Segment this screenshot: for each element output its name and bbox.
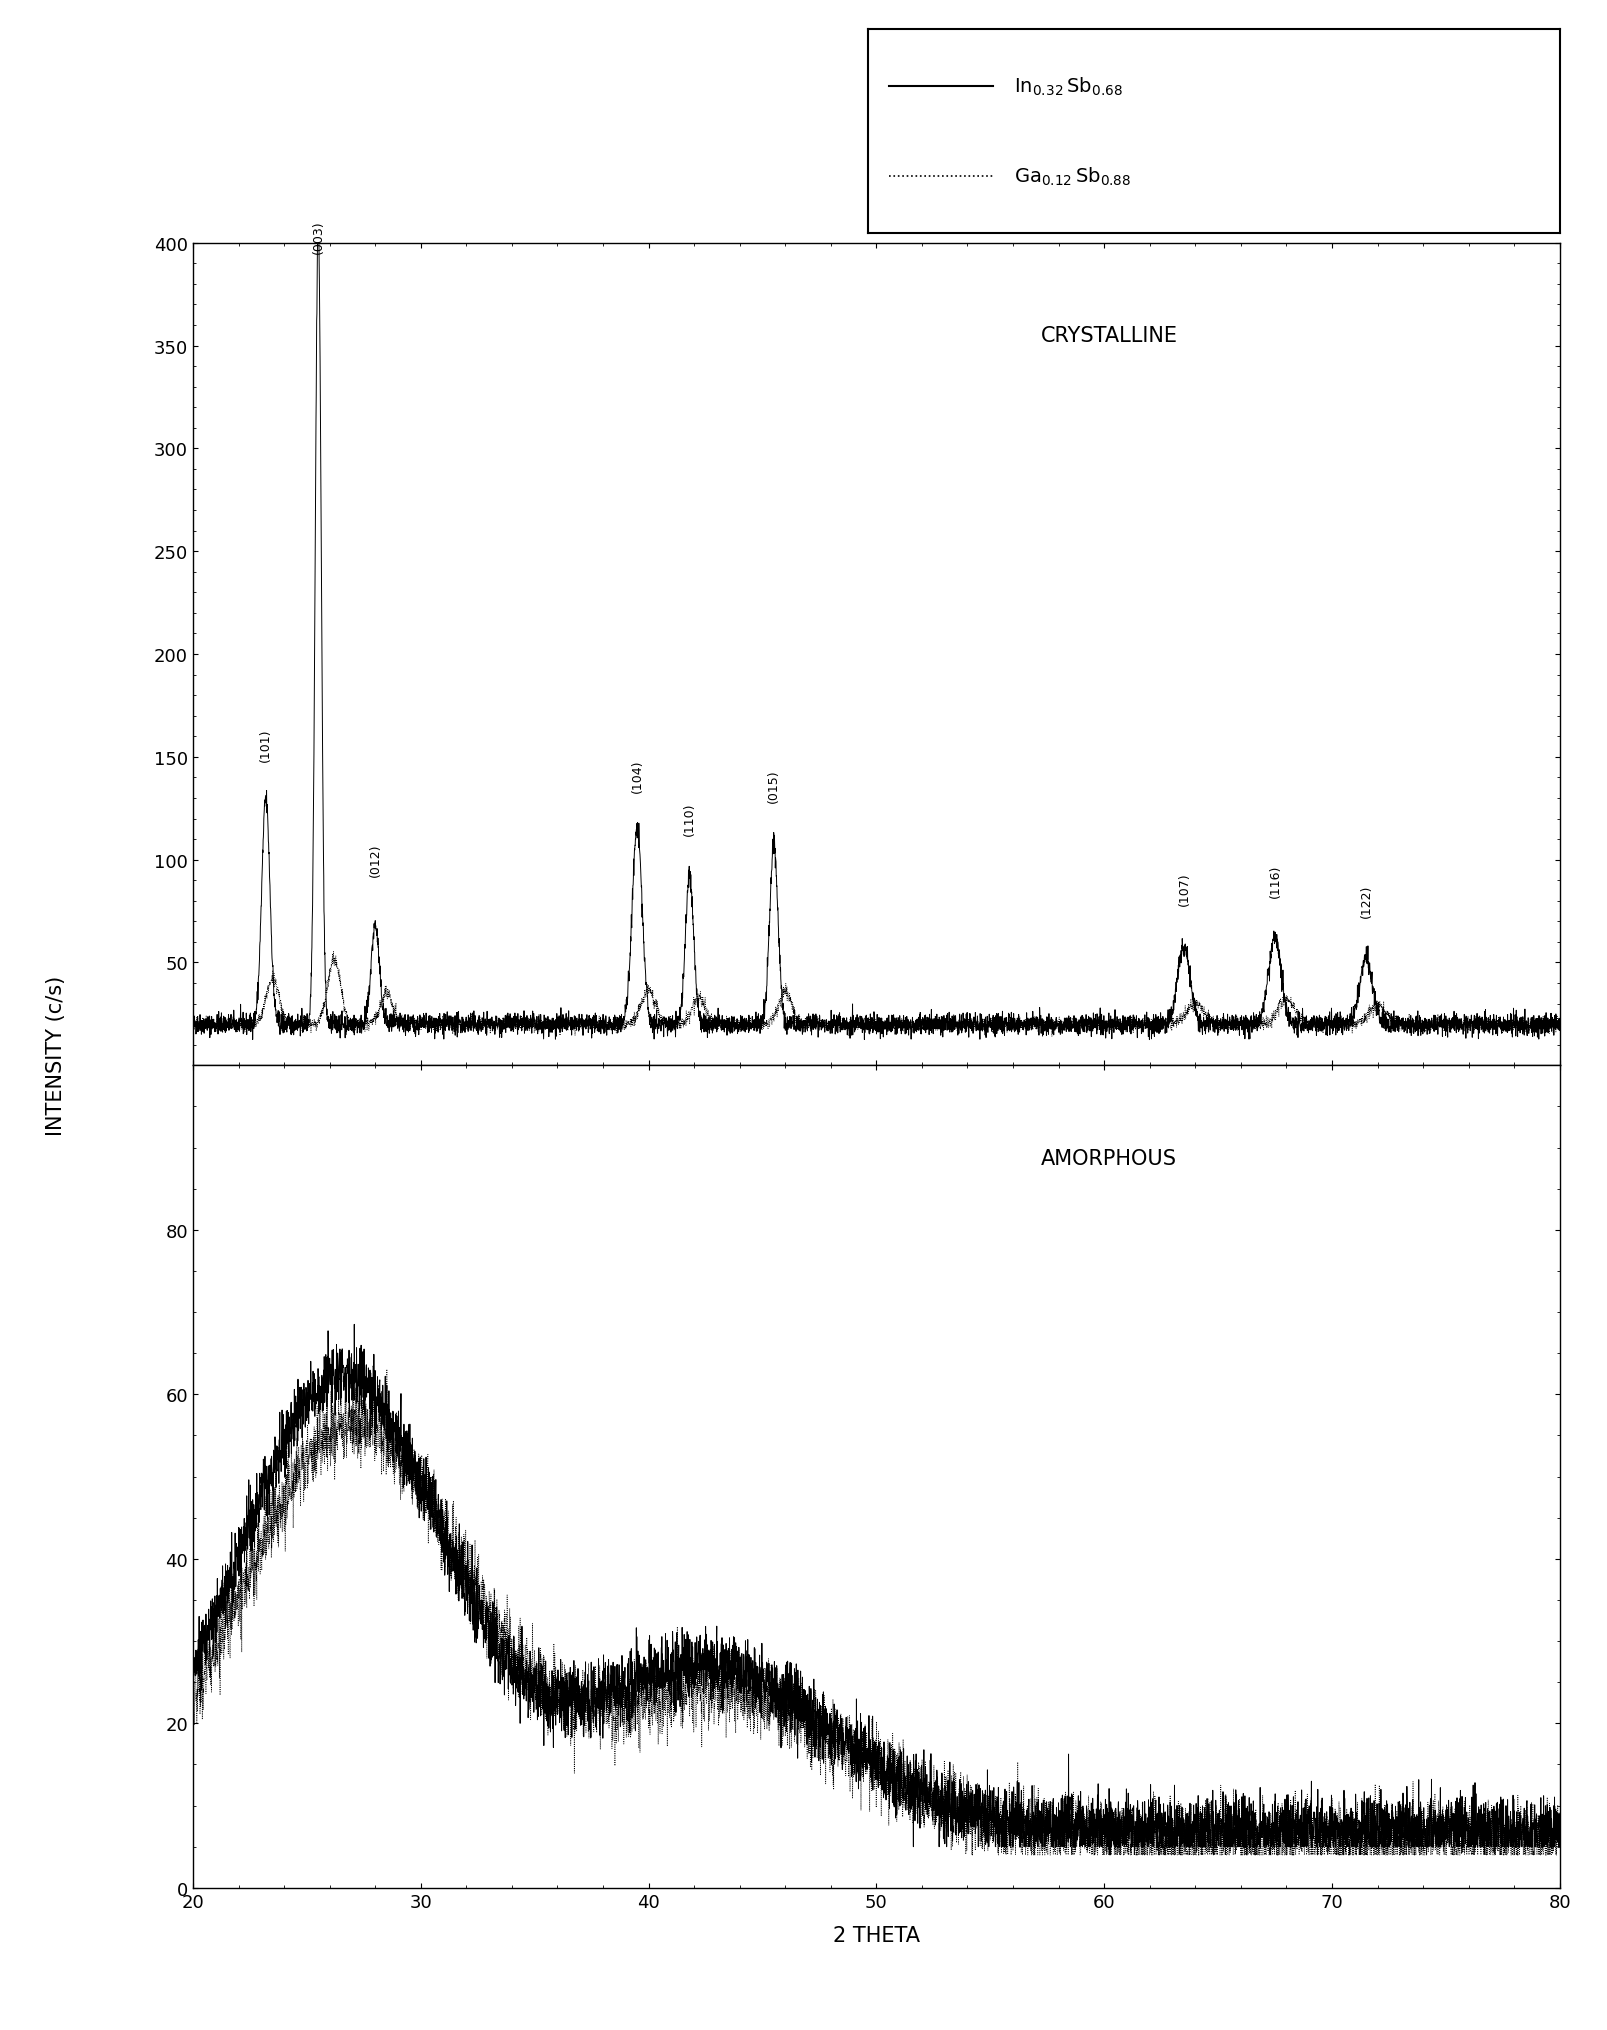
- $\mathrm{Ga}_{0.12}\,\mathrm{Sb}_{0.88}$: [1538, 1021, 1557, 1045]
- $\mathrm{Ga}_{0.12}\,\mathrm{Sb}_{0.88}$: [699, 1005, 718, 1029]
- $\mathrm{In}_{0.32}\,\mathrm{Sb}_{0.68}$: [795, 1009, 815, 1033]
- $\mathrm{In}_{0.32}\,\mathrm{Sb}_{0.68}$: [1538, 1009, 1557, 1033]
- Line: $\mathrm{Ga}_{0.12}\,\mathrm{Sb}_{0.88}$: $\mathrm{Ga}_{0.12}\,\mathrm{Sb}_{0.88}$: [193, 952, 1559, 1037]
- Text: (101): (101): [259, 729, 272, 761]
- $\mathrm{In}_{0.32}\,\mathrm{Sb}_{0.68}$: [1139, 1027, 1159, 1052]
- $\mathrm{In}_{0.32}\,\mathrm{Sb}_{0.68}$: [508, 1003, 527, 1027]
- $\mathrm{In}_{0.32}\,\mathrm{Sb}_{0.68}$: [514, 1011, 534, 1035]
- Text: (110): (110): [683, 802, 696, 836]
- Text: CRYSTALLINE: CRYSTALLINE: [1040, 327, 1176, 347]
- $\mathrm{In}_{0.32}\,\mathrm{Sb}_{0.68}$: [1549, 1019, 1568, 1043]
- $\mathrm{In}_{0.32}\,\mathrm{Sb}_{0.68}$: [699, 1007, 718, 1031]
- Text: (107): (107): [1176, 871, 1189, 905]
- $\mathrm{Ga}_{0.12}\,\mathrm{Sb}_{0.88}$: [501, 1013, 521, 1037]
- Text: (116): (116): [1268, 865, 1281, 897]
- $\mathrm{Ga}_{0.12}\,\mathrm{Sb}_{0.88}$: [1549, 1015, 1568, 1039]
- $\mathrm{Ga}_{0.12}\,\mathrm{Sb}_{0.88}$: [795, 1011, 815, 1035]
- Text: $\mathrm{In}_{0.32}\,\mathrm{Sb}_{0.68}$: $\mathrm{In}_{0.32}\,\mathrm{Sb}_{0.68}$: [1012, 77, 1122, 97]
- $\mathrm{Ga}_{0.12}\,\mathrm{Sb}_{0.88}$: [323, 940, 342, 964]
- Text: (003): (003): [312, 221, 325, 254]
- $\mathrm{In}_{0.32}\,\mathrm{Sb}_{0.68}$: [309, 211, 328, 235]
- $\mathrm{Ga}_{0.12}\,\mathrm{Sb}_{0.88}$: [183, 1015, 202, 1039]
- Text: (012): (012): [368, 842, 381, 877]
- $\mathrm{Ga}_{0.12}\,\mathrm{Sb}_{0.88}$: [1041, 1025, 1061, 1050]
- Text: INTENSITY (c/s): INTENSITY (c/s): [47, 976, 66, 1135]
- $\mathrm{In}_{0.32}\,\mathrm{Sb}_{0.68}$: [183, 1009, 202, 1033]
- Text: (015): (015): [767, 769, 779, 802]
- Text: AMORPHOUS: AMORPHOUS: [1040, 1149, 1176, 1169]
- Text: (122): (122): [1360, 885, 1372, 918]
- $\mathrm{In}_{0.32}\,\mathrm{Sb}_{0.68}$: [501, 1015, 521, 1039]
- Text: $\mathrm{Ga}_{0.12}\,\mathrm{Sb}_{0.88}$: $\mathrm{Ga}_{0.12}\,\mathrm{Sb}_{0.88}$: [1012, 166, 1130, 187]
- X-axis label: 2 THETA: 2 THETA: [832, 1924, 919, 1945]
- $\mathrm{Ga}_{0.12}\,\mathrm{Sb}_{0.88}$: [508, 1013, 527, 1037]
- Text: (104): (104): [630, 759, 643, 792]
- $\mathrm{Ga}_{0.12}\,\mathrm{Sb}_{0.88}$: [514, 1011, 534, 1035]
- Line: $\mathrm{In}_{0.32}\,\mathrm{Sb}_{0.68}$: $\mathrm{In}_{0.32}\,\mathrm{Sb}_{0.68}$: [193, 223, 1559, 1039]
